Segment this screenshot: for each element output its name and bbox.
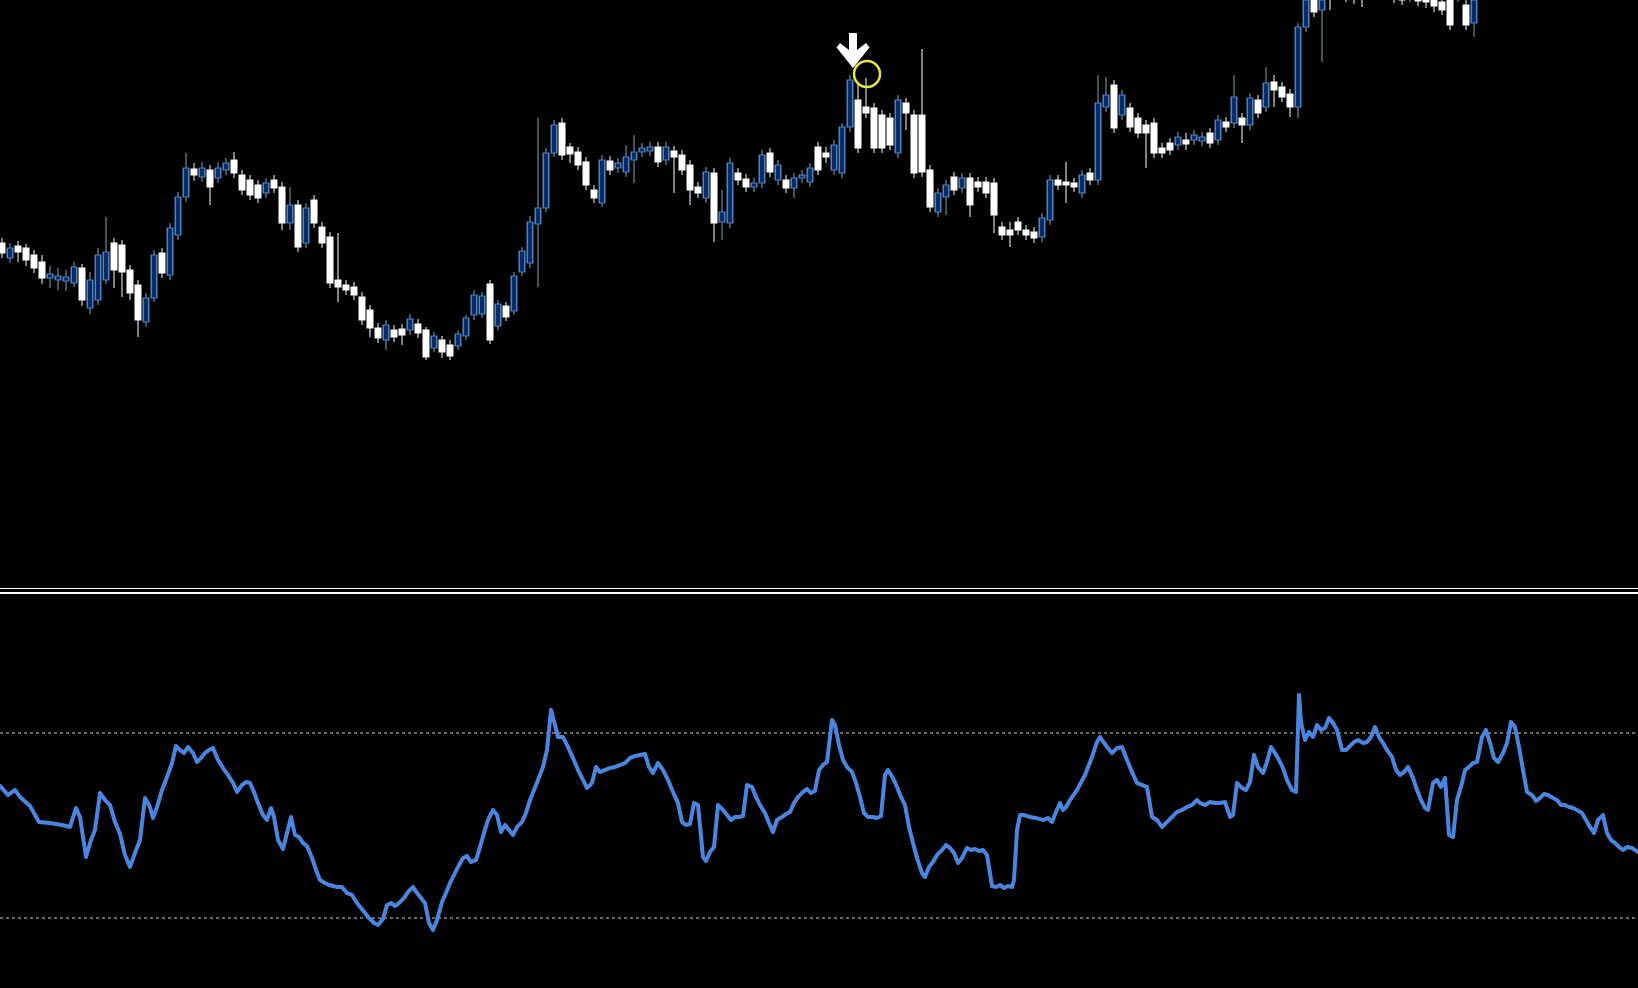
- oscillator-chart[interactable]: [0, 594, 1638, 988]
- indicator-panel[interactable]: [0, 594, 1638, 988]
- price-chart-panel[interactable]: [0, 0, 1638, 589]
- indicator-level-lines: [0, 732, 1638, 919]
- sell-signal-arrow-icon: [836, 33, 870, 68]
- candlestick-chart[interactable]: [0, 0, 1638, 589]
- panel-separator-bar[interactable]: [0, 592, 1638, 594]
- signal-circle-icon: [852, 59, 882, 89]
- oscillator-line: [0, 693, 1638, 932]
- signal-marker: [836, 33, 882, 89]
- candlestick-series: [0, 0, 1478, 360]
- panel-separator-line: [0, 588, 1638, 589]
